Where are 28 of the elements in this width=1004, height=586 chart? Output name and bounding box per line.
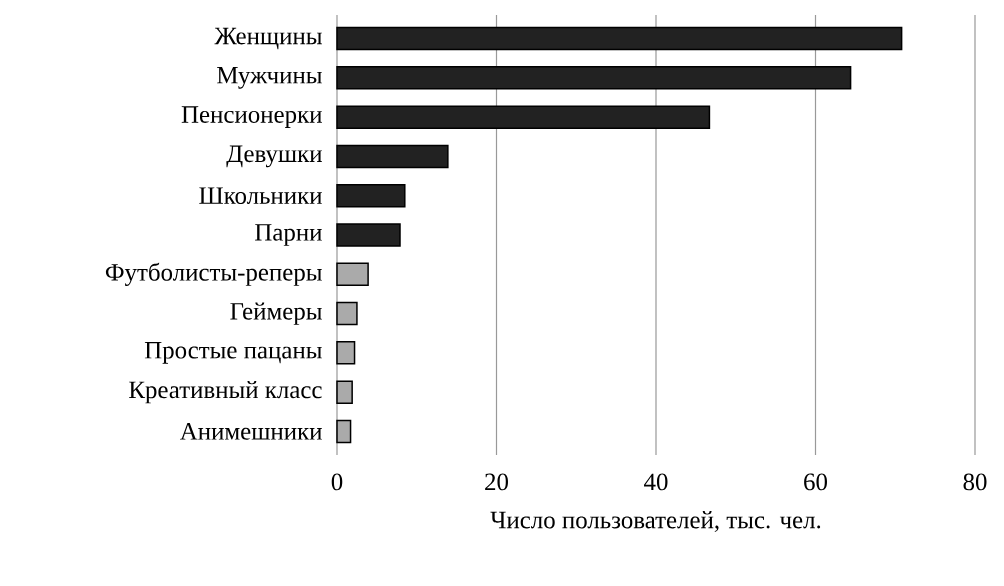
- bar: [336, 144, 449, 169]
- y-tick-label: Девушки: [226, 145, 322, 168]
- bar: [336, 301, 358, 326]
- bar: [336, 380, 353, 404]
- y-tick-label: Женщины: [214, 27, 322, 50]
- bar: [336, 183, 406, 208]
- y-tick-label: Простые пацаны: [144, 342, 322, 364]
- bar: [336, 341, 356, 365]
- y-tick-label: Пенсионерки: [181, 106, 322, 128]
- bar: [336, 105, 711, 129]
- y-tick-label: Мужчины: [217, 67, 322, 89]
- x-tick-label: 0: [331, 473, 343, 491]
- bar: [336, 26, 903, 51]
- x-axis-title: Число пользователей, тыс. чел.: [490, 511, 821, 532]
- y-tick-label: Креативный класс: [129, 380, 322, 404]
- bar: [336, 223, 401, 247]
- bar: [336, 419, 352, 444]
- x-tick-label: 40: [644, 473, 668, 491]
- y-tick-label: Футболисты-реперы: [105, 262, 322, 286]
- x-tick-label: 20: [485, 473, 508, 491]
- x-tick-label: 80: [963, 473, 987, 491]
- y-tick-label: Анимешники: [180, 423, 322, 440]
- bar: [336, 262, 369, 287]
- y-tick-label: Геймеры: [230, 302, 322, 325]
- y-tick-label: Школьники: [199, 187, 322, 204]
- bar: [336, 66, 852, 90]
- x-tick-label: 60: [804, 473, 827, 491]
- y-tick-label: Парни: [255, 224, 322, 246]
